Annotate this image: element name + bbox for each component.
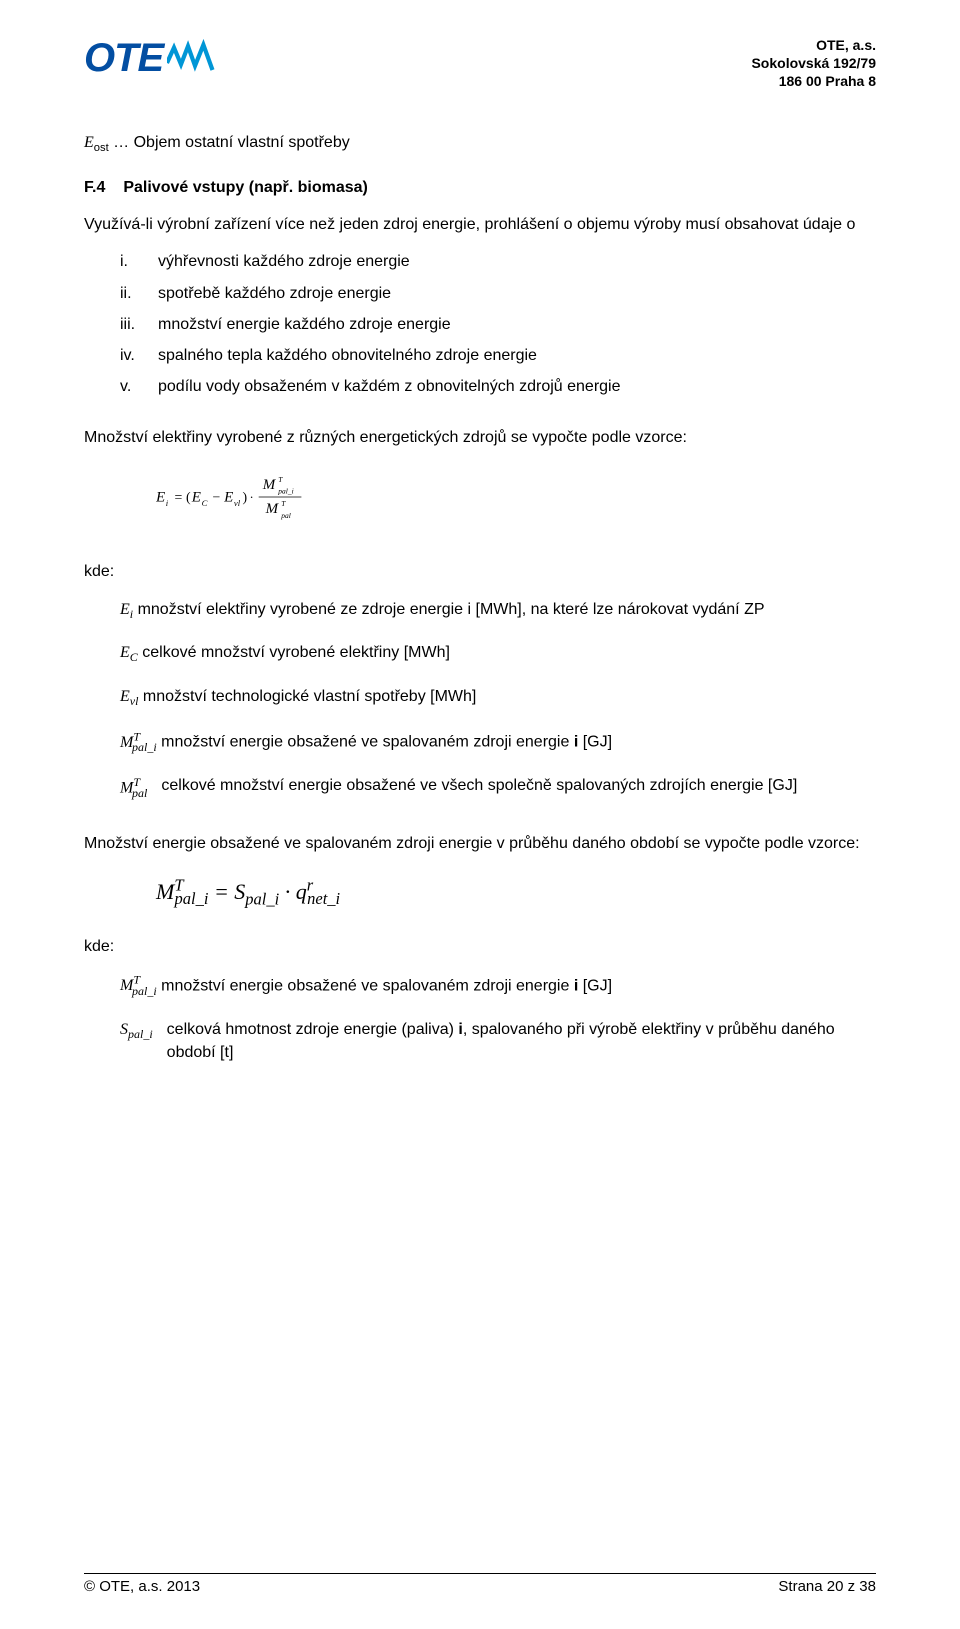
def-ec: EC celkové množství vyrobené elektřiny […: [120, 641, 876, 667]
logo: OTE: [84, 36, 237, 81]
roman-list: i.výhřevnosti každého zdroje energie ii.…: [120, 250, 876, 398]
roman-iii: iii.: [120, 313, 158, 336]
sym-spali: Spal_i: [120, 1018, 153, 1064]
def-spali-text: celková hmotnost zdroje energie (paliva)…: [167, 1018, 876, 1064]
sym-e: E: [84, 134, 94, 151]
page-body: Eost … Objem ostatní vlastní spotřeby F.…: [84, 131, 876, 1065]
roman-ii: ii.: [120, 282, 158, 305]
para-formula1: Množství elektřiny vyrobené z různých en…: [84, 426, 876, 449]
svg-text:): ): [243, 490, 248, 506]
def-mpal: MTpal celkové množství energie obsažené …: [120, 774, 876, 802]
def-spali: Spal_i celková hmotnost zdroje energie (…: [120, 1018, 876, 1064]
formula-2-text: MTpal_i = Spal_i · qrnet_i: [156, 879, 340, 904]
svg-text:E: E: [156, 490, 165, 506]
line-eost: Eost … Objem ostatní vlastní spotřeby: [84, 131, 876, 156]
def-mpali2: MTpal_i množství energie obsažené ve spa…: [120, 972, 876, 1000]
svg-text:T: T: [278, 475, 283, 484]
kde-2: kde:: [84, 935, 876, 958]
roman-v: v.: [120, 375, 158, 398]
line-eost-text: … Objem ostatní vlastní spotřeby: [109, 134, 350, 151]
roman-i-text: výhřevnosti každého zdroje energie: [158, 250, 876, 273]
def-mpali-text2: [GJ]: [578, 734, 612, 751]
section-heading: F.4 Palivové vstupy (např. biomasa): [84, 176, 876, 199]
roman-iv: iv.: [120, 344, 158, 367]
svg-text:=: =: [174, 490, 182, 505]
roman-iii-text: množství energie každého zdroje energie: [158, 313, 876, 336]
def-mpali2-text2: [GJ]: [578, 977, 612, 994]
para-formula2: Množství energie obsažené ve spalovaném …: [84, 832, 876, 855]
svg-text:M: M: [265, 502, 280, 518]
footer-right: Strana 20 z 38: [778, 1578, 876, 1595]
def-ec-text: celkové množství vyrobené elektřiny [MWh…: [138, 644, 450, 661]
page-header: OTE OTE, a.s. Sokolovská 192/79 186 00 P…: [84, 36, 876, 91]
header-address: OTE, a.s. Sokolovská 192/79 186 00 Praha…: [751, 36, 876, 91]
footer-left: © OTE, a.s. 2013: [84, 1578, 200, 1595]
page-footer: © OTE, a.s. 2013 Strana 20 z 38: [84, 1573, 876, 1595]
sym-mpal: MTpal: [120, 774, 147, 802]
def-mpali2-text: množství energie obsažené ve spalovaném …: [157, 977, 574, 994]
svg-text:(: (: [186, 490, 191, 506]
svg-text:M: M: [262, 477, 277, 493]
section-num: F.4: [84, 176, 105, 199]
def-evl-text: množství technologické vlastní spotřeby …: [138, 688, 476, 705]
sym-mpali: MTpal_i: [120, 734, 157, 751]
sym-mpali2: MTpal_i: [120, 977, 157, 994]
logo-text: OTE: [84, 36, 163, 81]
sym-e-sub: ost: [94, 140, 109, 156]
svg-text:C: C: [202, 499, 208, 509]
def-evl: Evl množství technologické vlastní spotř…: [120, 685, 876, 711]
svg-text:T: T: [281, 500, 286, 509]
svg-text:·: ·: [249, 491, 253, 505]
formula-1-svg: Ei = ( EC − Evl ) · MTpal_i MTpal: [156, 467, 306, 527]
svg-text:E: E: [191, 490, 201, 506]
sym-ec: EC: [120, 644, 138, 661]
section-title: Palivové vstupy (např. biomasa): [123, 176, 368, 199]
def-ei: Ei množství elektřiny vyrobené ze zdroje…: [120, 598, 876, 624]
svg-text:E: E: [223, 490, 233, 506]
def-mpali-text: množství energie obsažené ve spalovaném …: [157, 734, 574, 751]
roman-i: i.: [120, 250, 158, 273]
roman-iv-text: spalného tepla každého obnovitelného zdr…: [158, 344, 876, 367]
def-ei-text: množství elektřiny vyrobené ze zdroje en…: [133, 601, 764, 618]
svg-text:pal_i: pal_i: [277, 487, 293, 496]
sym-evl: Evl: [120, 688, 138, 705]
def-mpal-text: celkové množství energie obsažené ve vše…: [161, 774, 797, 802]
svg-text:−: −: [213, 490, 221, 505]
def-mpali: MTpal_i množství energie obsažené ve spa…: [120, 728, 876, 756]
formula-2: MTpal_i = Spal_i · qrnet_i: [156, 873, 876, 911]
sym-ei: Ei: [120, 601, 133, 618]
roman-ii-text: spotřebě každého zdroje energie: [158, 282, 876, 305]
header-addr1: Sokolovská 192/79: [751, 54, 876, 72]
logo-wave-icon: [167, 38, 237, 79]
svg-text:i: i: [166, 499, 169, 509]
svg-text:vl: vl: [234, 499, 241, 509]
svg-text:pal: pal: [280, 511, 291, 520]
header-company: OTE, a.s.: [751, 36, 876, 54]
roman-v-text: podílu vody obsaženém v každém z obnovit…: [158, 375, 876, 398]
kde-1: kde:: [84, 560, 876, 583]
intro-paragraph: Využívá-li výrobní zařízení více než jed…: [84, 213, 876, 236]
formula-1: Ei = ( EC − Evl ) · MTpal_i MTpal: [156, 467, 876, 536]
header-addr2: 186 00 Praha 8: [751, 72, 876, 90]
